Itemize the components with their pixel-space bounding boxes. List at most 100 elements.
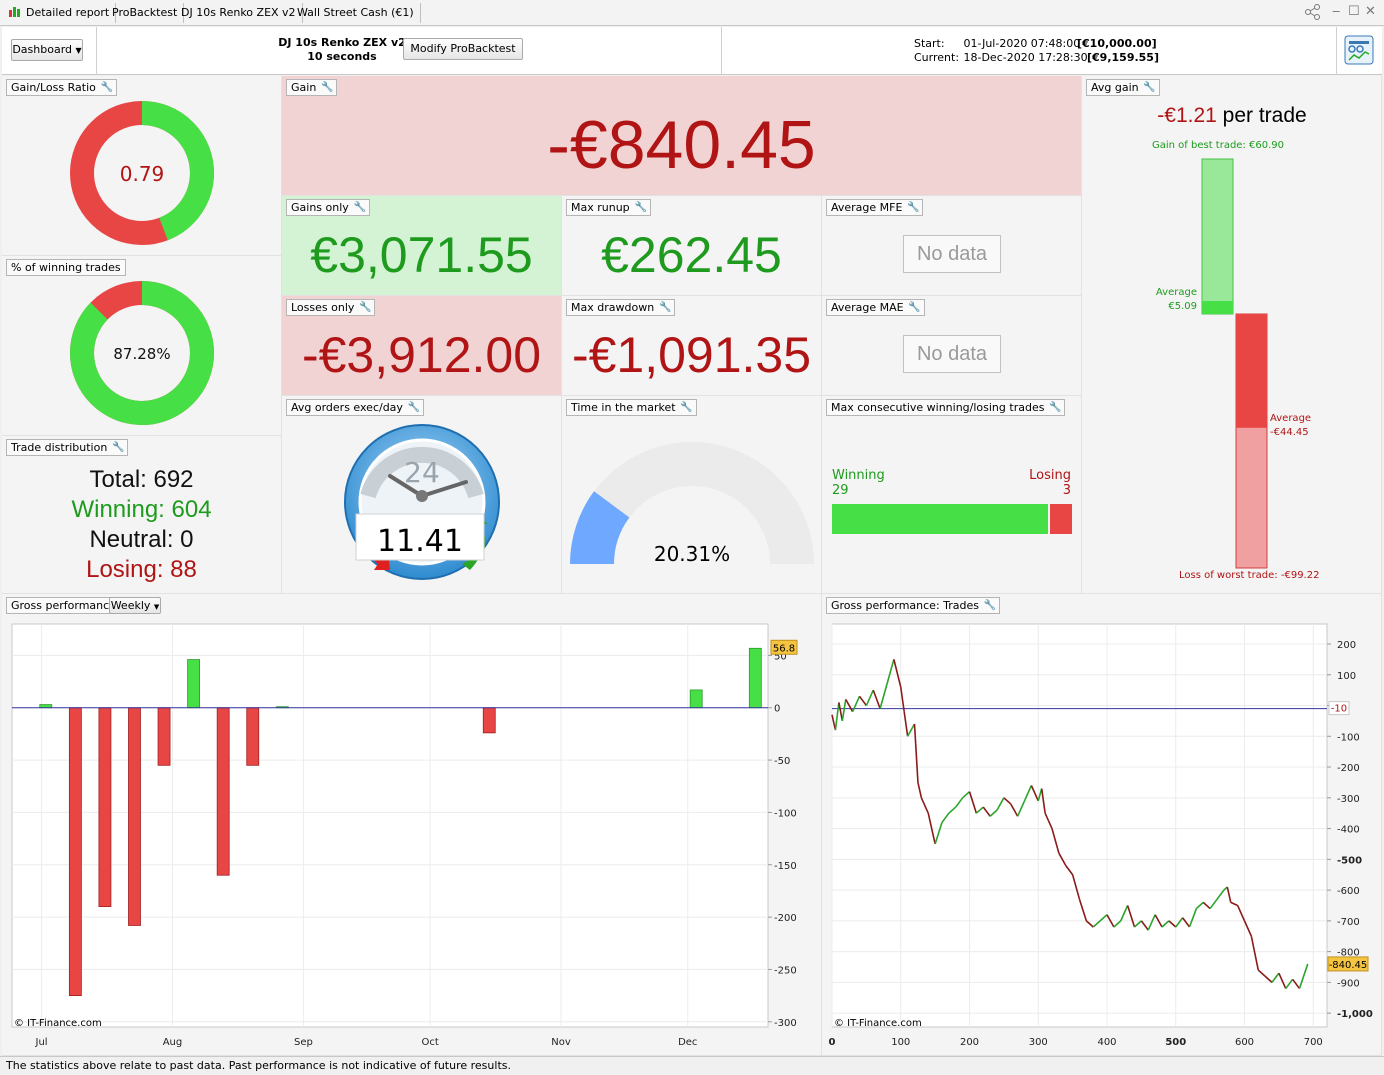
equity-segment xyxy=(1044,812,1053,829)
equity-segment xyxy=(906,723,916,737)
panel-title[interactable]: Avg gain 🔧 xyxy=(1086,79,1160,96)
neutral-trades: Neutral: 0 xyxy=(89,526,194,553)
panel-title[interactable]: Gain/Loss Ratio 🔧 xyxy=(6,79,117,96)
wrench-icon[interactable]: 🔧 xyxy=(983,600,997,611)
equity-segment xyxy=(841,699,847,722)
tab-label: ProBacktest xyxy=(112,6,178,19)
wrench-icon[interactable]: 🔧 xyxy=(112,442,125,453)
time-in-market-value: 20.31% xyxy=(654,542,730,566)
watermark: © IT-Finance.com xyxy=(14,1018,102,1029)
y-tick-label: -900 xyxy=(1337,978,1360,989)
wrench-icon[interactable]: 🔧 xyxy=(680,402,693,413)
dashboard-label: Dashboard xyxy=(12,43,73,56)
panel-title[interactable]: Average MFE 🔧 xyxy=(826,199,924,216)
average-mfe-value: No data xyxy=(903,235,1001,273)
report-settings-icon[interactable] xyxy=(1344,35,1374,65)
equity-segment xyxy=(1040,788,1046,814)
x-tick-label: Nov xyxy=(551,1037,571,1048)
avg-gain-bars xyxy=(1201,158,1268,569)
y-tick-label: -500 xyxy=(1337,855,1362,866)
equity-segment xyxy=(1106,914,1115,928)
panel-title[interactable]: Time in the market 🔧 xyxy=(566,399,697,416)
wrench-icon[interactable]: 🔧 xyxy=(658,302,672,313)
wrench-icon[interactable]: 🔧 xyxy=(907,202,920,213)
tab-system[interactable]: DJ 10s Renko ZEX v2 xyxy=(175,3,303,23)
wrench-icon[interactable]: 🔧 xyxy=(100,82,114,93)
wrench-icon[interactable]: 🔧 xyxy=(359,302,372,313)
equity-segment xyxy=(962,791,971,799)
panel-title[interactable]: Gross performance: Trades 🔧 xyxy=(826,597,1000,614)
gains-only-panel: Gains only 🔧 €3,071.55 xyxy=(282,196,562,296)
y-tick-label: -100 xyxy=(774,808,797,819)
tab-instrument[interactable]: Wall Street Cash (€1) xyxy=(291,3,421,23)
tab-label: Wall Street Cash (€1) xyxy=(297,6,414,19)
equity-segment xyxy=(1071,874,1081,900)
tab-label: Detailed report xyxy=(26,6,110,19)
wrench-icon[interactable]: 🔧 xyxy=(321,82,334,93)
period-dropdown[interactable]: Weekly ▼ xyxy=(109,597,161,614)
wrench-icon[interactable]: 🔧 xyxy=(407,402,421,413)
panel-title[interactable]: Losses only 🔧 xyxy=(286,299,376,316)
dashboard-dropdown[interactable]: Dashboard ▼ xyxy=(11,39,83,61)
avg-win-label: Average €5.09 xyxy=(1155,287,1197,312)
equity-segment xyxy=(865,689,874,706)
maximize-icon[interactable]: ☐ xyxy=(1348,4,1360,19)
winning-trades: Winning: 604 xyxy=(71,496,212,523)
losses-only-panel: Losses only 🔧 -€3,912.00 xyxy=(282,296,562,396)
panel-title[interactable]: Avg orders exec/day 🔧 xyxy=(286,399,424,416)
start-capital: [€10,000.00] xyxy=(1077,37,1157,50)
share-icon[interactable] xyxy=(1304,4,1322,24)
equity-segment xyxy=(996,797,1005,811)
equity-segment xyxy=(927,813,936,845)
close-icon[interactable]: ✕ xyxy=(1365,4,1376,19)
equity-segment xyxy=(920,797,929,814)
winning-trades-panel: % of winning trades 87.28% xyxy=(2,256,282,436)
wrench-icon[interactable]: 🔧 xyxy=(1143,82,1156,93)
weekly-bar-chart: Jul Aug Sep Oct Nov Dec 50 0 -50 -100 -150 -200 -250… xyxy=(11,623,798,1048)
equity-segment xyxy=(1085,920,1094,928)
tab-detailed-report[interactable]: Detailed report xyxy=(2,3,117,23)
tab-probacktest[interactable]: ProBacktest xyxy=(106,3,185,23)
equity-segment xyxy=(1058,852,1067,866)
minimize-icon[interactable]: ‒ xyxy=(1332,4,1341,19)
system-name: DJ 10s Renko ZEX v2 xyxy=(278,36,406,49)
wrench-icon[interactable]: 🔧 xyxy=(908,302,921,313)
equity-segment xyxy=(872,689,881,709)
equity-segment xyxy=(989,809,998,817)
per-trade-label: per trade xyxy=(1216,104,1307,127)
panel-title[interactable]: Trade distribution 🔧 xyxy=(6,439,129,456)
panel-title[interactable]: Gain 🔧 xyxy=(286,79,338,96)
equity-segment xyxy=(913,723,919,783)
panel-title[interactable]: Gains only 🔧 xyxy=(286,199,370,216)
max-runup-value: €262.45 xyxy=(601,227,782,283)
wrench-icon[interactable]: 🔧 xyxy=(1049,402,1062,413)
gross-performance-trades-panel: Gross performance: Trades 🔧 0 100 200 300 400… xyxy=(822,594,1382,1056)
gains-only-value: €3,071.55 xyxy=(310,227,533,283)
bar xyxy=(482,707,496,734)
y-tick-label: 50 xyxy=(774,651,787,662)
equity-segment xyxy=(1271,972,1280,983)
panel-title[interactable]: Average MAE 🔧 xyxy=(826,299,925,316)
wrench-icon[interactable]: 🔧 xyxy=(353,202,367,213)
losses-only-value: -€3,912.00 xyxy=(301,327,542,383)
equity-segment xyxy=(903,711,909,737)
equity-segment xyxy=(1195,901,1204,910)
panel-title[interactable]: Max consecutive winning/losing trades 🔧 xyxy=(826,399,1066,416)
y-tick-label: -1,000 xyxy=(1337,1009,1373,1020)
panel-title[interactable]: Max drawdown 🔧 xyxy=(566,299,676,316)
wrench-icon[interactable]: 🔧 xyxy=(634,202,647,213)
winning-pct-value: 87.28% xyxy=(113,345,170,363)
last-value-label: -840.45 xyxy=(1329,960,1368,971)
equity-segment xyxy=(1250,936,1260,971)
chart-icon xyxy=(8,5,22,17)
equity-segment xyxy=(1078,899,1088,922)
max-runup-panel: Max runup 🔧 €262.45 xyxy=(562,196,822,296)
panel-title[interactable]: Max runup 🔧 xyxy=(566,199,651,216)
equity-segment xyxy=(1243,920,1253,937)
current-capital: [€9,159.55] xyxy=(1087,51,1159,64)
plot-area xyxy=(11,623,769,1028)
max-drawdown-value: -€1,091.35 xyxy=(571,327,812,383)
x-tick-label: 300 xyxy=(1029,1037,1048,1048)
modify-probacktest-button[interactable]: Modify ProBacktest xyxy=(403,38,523,60)
total-trades: Total: 692 xyxy=(89,466,194,493)
